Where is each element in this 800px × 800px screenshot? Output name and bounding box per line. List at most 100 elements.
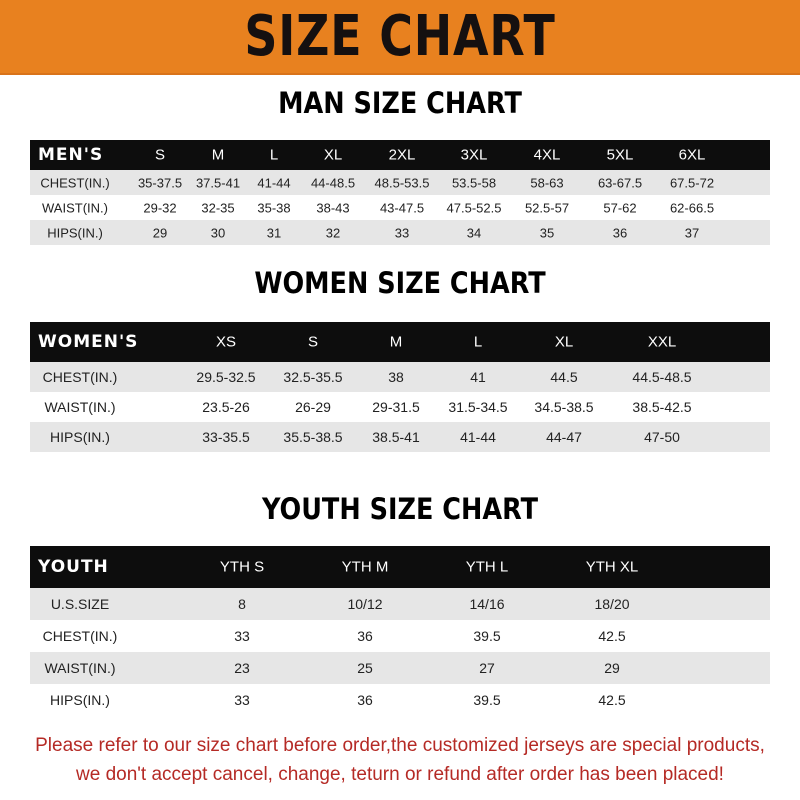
table-cell: 38	[388, 369, 404, 385]
row-label: HIPS(IN.)	[47, 225, 103, 240]
table-row: HIPS(IN.) 33 36 39.5 42.5	[30, 684, 770, 716]
table-cell: 44-48.5	[310, 175, 356, 190]
man-size-chart-table: MEN'S S M L XL 2XL 3XL 4XL 5XL 6XL CHEST(IN.) 35-37…	[30, 140, 770, 245]
size-header: YTH XL	[585, 558, 639, 576]
table-cell: 41-44	[257, 175, 291, 190]
table-cell: 37.5-41	[195, 175, 241, 190]
size-header: YTH M	[341, 558, 389, 576]
table-cell: 35-38	[257, 200, 291, 215]
table-cell: 44-47	[546, 429, 582, 445]
table-cell: 35	[539, 225, 555, 240]
table-cell: 29-32	[143, 200, 177, 215]
table-cell: 62-66.5	[669, 200, 715, 215]
table-cell: 26-29	[295, 399, 331, 415]
title-banner: SIZE CHART	[0, 0, 800, 75]
size-header: S	[154, 146, 166, 164]
page-title: SIZE CHART	[244, 4, 556, 69]
table-cell: 31.5-34.5	[448, 399, 508, 415]
table-cell: 32	[325, 225, 341, 240]
table-cell: 52.5-57	[524, 200, 570, 215]
table-cell: 31	[266, 225, 282, 240]
table-cell: 42.5	[598, 692, 626, 708]
women-size-chart-heading: WOMEN SIZE CHART	[254, 266, 546, 300]
row-label: WAIST(IN.)	[44, 399, 116, 415]
header-row: MEN'S S M L XL 2XL 3XL 4XL 5XL 6XL	[30, 140, 770, 170]
table-row: WAIST(IN.) 23 25 27 29	[30, 652, 770, 684]
table-cell: 57-62	[603, 200, 637, 215]
table-row: WAIST(IN.) 23.5-26 26-29 29-31.5 31.5-34.5 34…	[30, 392, 770, 422]
size-header: 5XL	[606, 146, 634, 164]
row-label: WAIST(IN.)	[42, 200, 108, 215]
table-cell: 37	[684, 225, 700, 240]
table-row: CHEST(IN.) 29.5-32.5 32.5-35.5 38 41 44.5 44.5…	[30, 362, 770, 392]
table-cell: 33	[234, 692, 250, 708]
table-cell: 47-50	[644, 429, 680, 445]
row-label: HIPS(IN.)	[50, 692, 110, 708]
size-header: L	[473, 333, 483, 351]
table-cell: 41	[470, 369, 486, 385]
size-header: XXL	[647, 333, 677, 351]
header-row: WOMEN'S XS S M L XL XXL	[30, 322, 770, 362]
size-header: 6XL	[678, 146, 706, 164]
table-cell: 10/12	[347, 596, 383, 612]
table-cell: 38-43	[316, 200, 350, 215]
table-cell: 18/20	[594, 596, 630, 612]
table-cell: 33	[234, 628, 250, 644]
table-cell: 36	[357, 692, 373, 708]
table-cell: 35.5-38.5	[283, 429, 343, 445]
table-cell: 48.5-53.5	[374, 175, 430, 190]
table-cell: 58-63	[530, 175, 564, 190]
table-cell: 53.5-58	[451, 175, 497, 190]
table-label: WOMEN'S	[38, 332, 139, 352]
row-label: HIPS(IN.)	[50, 429, 110, 445]
size-header: YTH S	[219, 558, 265, 576]
table-cell: 14/16	[469, 596, 505, 612]
table-row: CHEST(IN.) 35-37.5 37.5-41 41-44 44-48.5 48.5…	[30, 170, 770, 195]
header-row: YOUTH YTH S YTH M YTH L YTH XL	[30, 546, 770, 588]
table-cell: 39.5	[473, 628, 501, 644]
table-row: HIPS(IN.) 29 30 31 32 33 34 35 36 37	[30, 220, 770, 245]
table-label: MEN'S	[38, 145, 104, 165]
size-header: 3XL	[460, 146, 488, 164]
table-cell: 47.5-52.5	[446, 200, 502, 215]
size-header: M	[389, 333, 403, 351]
youth-size-chart-table: YOUTH YTH S YTH M YTH L YTH XL U.S.SIZE 8 10/12…	[30, 546, 770, 716]
table-cell: 27	[479, 660, 495, 676]
size-header: 4XL	[533, 146, 561, 164]
table-cell: 36	[612, 225, 628, 240]
table-row: HIPS(IN.) 33-35.5 35.5-38.5 38.5-41 41-44 44-…	[30, 422, 770, 452]
size-header: 2XL	[388, 146, 416, 164]
table-cell: 44.5	[550, 369, 578, 385]
table-cell: 29	[152, 225, 168, 240]
table-cell: 39.5	[473, 692, 501, 708]
table-row: WAIST(IN.) 29-32 32-35 35-38 38-43 43-47.5 47.…	[30, 195, 770, 220]
table-cell: 34.5-38.5	[534, 399, 594, 415]
table-cell: 33-35.5	[202, 429, 250, 445]
table-cell: 23.5-26	[202, 399, 250, 415]
row-label: U.S.SIZE	[50, 596, 110, 612]
table-cell: 33	[394, 225, 410, 240]
table-cell: 32-35	[201, 200, 235, 215]
table-cell: 38.5-42.5	[632, 399, 692, 415]
table-cell: 67.5-72	[669, 175, 715, 190]
table-cell: 8	[238, 596, 246, 612]
table-cell: 41-44	[460, 429, 496, 445]
row-label: CHEST(IN.)	[42, 369, 118, 385]
table-cell: 36	[357, 628, 373, 644]
row-label: CHEST(IN.)	[40, 175, 110, 190]
table-cell: 29-31.5	[372, 399, 420, 415]
notice-line-1: Please refer to our size chart before or…	[35, 735, 765, 756]
women-size-chart-table: WOMEN'S XS S M L XL XXL CHEST(IN.) 29.5-32.5 32.5…	[30, 322, 770, 452]
size-header: L	[269, 146, 279, 164]
table-row: CHEST(IN.) 33 36 39.5 42.5	[30, 620, 770, 652]
table-cell: 25	[357, 660, 373, 676]
table-cell: 63-67.5	[597, 175, 643, 190]
table-cell: 23	[234, 660, 250, 676]
table-cell: 32.5-35.5	[283, 369, 343, 385]
size-header: S	[307, 333, 319, 351]
table-cell: 34	[466, 225, 482, 240]
table-cell: 38.5-41	[372, 429, 420, 445]
table-cell: 44.5-48.5	[632, 369, 692, 385]
row-label: CHEST(IN.)	[42, 628, 118, 644]
size-header: XS	[215, 333, 237, 351]
